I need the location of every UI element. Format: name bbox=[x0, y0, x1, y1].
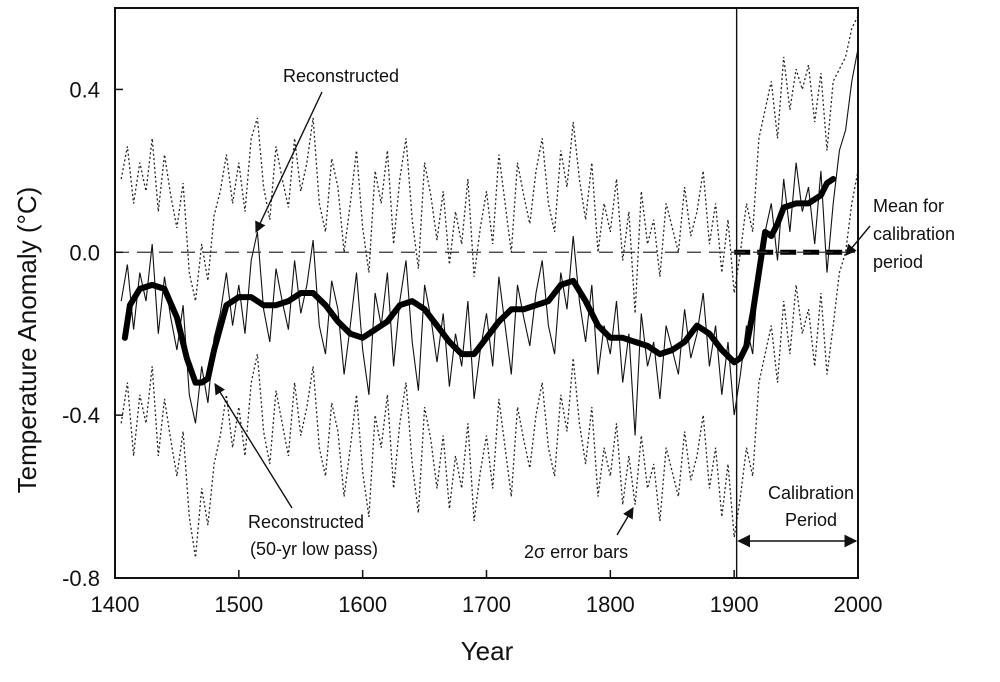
x-tick-label: 1500 bbox=[214, 592, 263, 617]
annotation-error-bars-arrow bbox=[616, 507, 634, 536]
annotation-mean-arrow bbox=[845, 225, 871, 256]
annotation-mean-line1: Mean for bbox=[873, 196, 944, 216]
annotation-calibration-line1: Calibration bbox=[768, 483, 854, 503]
annotation-error-bars: 2σ error bars bbox=[524, 542, 628, 562]
series-line-dotted-lower bbox=[120, 170, 859, 558]
x-tick-label: 1600 bbox=[338, 592, 387, 617]
annotation-low-pass-line2: (50-yr low pass) bbox=[250, 539, 378, 559]
annotation-low-pass-arrow bbox=[214, 383, 293, 509]
x-tick-label: 1800 bbox=[586, 592, 635, 617]
series-line-dotted-upper bbox=[120, 15, 859, 314]
annotation-mean-line3: period bbox=[873, 252, 923, 272]
annotation-reconstructed: Reconstructed bbox=[283, 66, 399, 86]
plot-area-frame bbox=[114, 7, 859, 579]
x-tick-label: 1400 bbox=[91, 592, 140, 617]
annotation-reconstructed-arrow bbox=[255, 91, 323, 234]
series-line-thick-solid bbox=[121, 176, 837, 386]
x-tick-label: 1700 bbox=[462, 592, 511, 617]
y-tick-label: -0.4 bbox=[62, 403, 100, 428]
annotation-calibration-line2: Period bbox=[785, 510, 837, 530]
series-line-thin-solid bbox=[120, 48, 859, 436]
y-tick-label: 0.4 bbox=[69, 77, 100, 102]
annotation-mean-line2: calibration bbox=[873, 224, 955, 244]
x-tick-label: 2000 bbox=[834, 592, 883, 617]
x-axis-title: Year bbox=[461, 636, 514, 666]
tick-layer: 1400 1500 1600 1700 1800 1900 2000 0.4 0.0 -0.4 -0… bbox=[62, 77, 882, 617]
y-axis-title: Temperature Anomaly (°C) bbox=[12, 187, 42, 494]
series-layer bbox=[120, 15, 859, 558]
y-tick-label: -0.8 bbox=[62, 566, 100, 591]
annotation-low-pass-line1: Reconstructed bbox=[248, 512, 364, 532]
y-tick-label: 0.0 bbox=[69, 240, 100, 265]
x-tick-label: 1900 bbox=[710, 592, 759, 617]
